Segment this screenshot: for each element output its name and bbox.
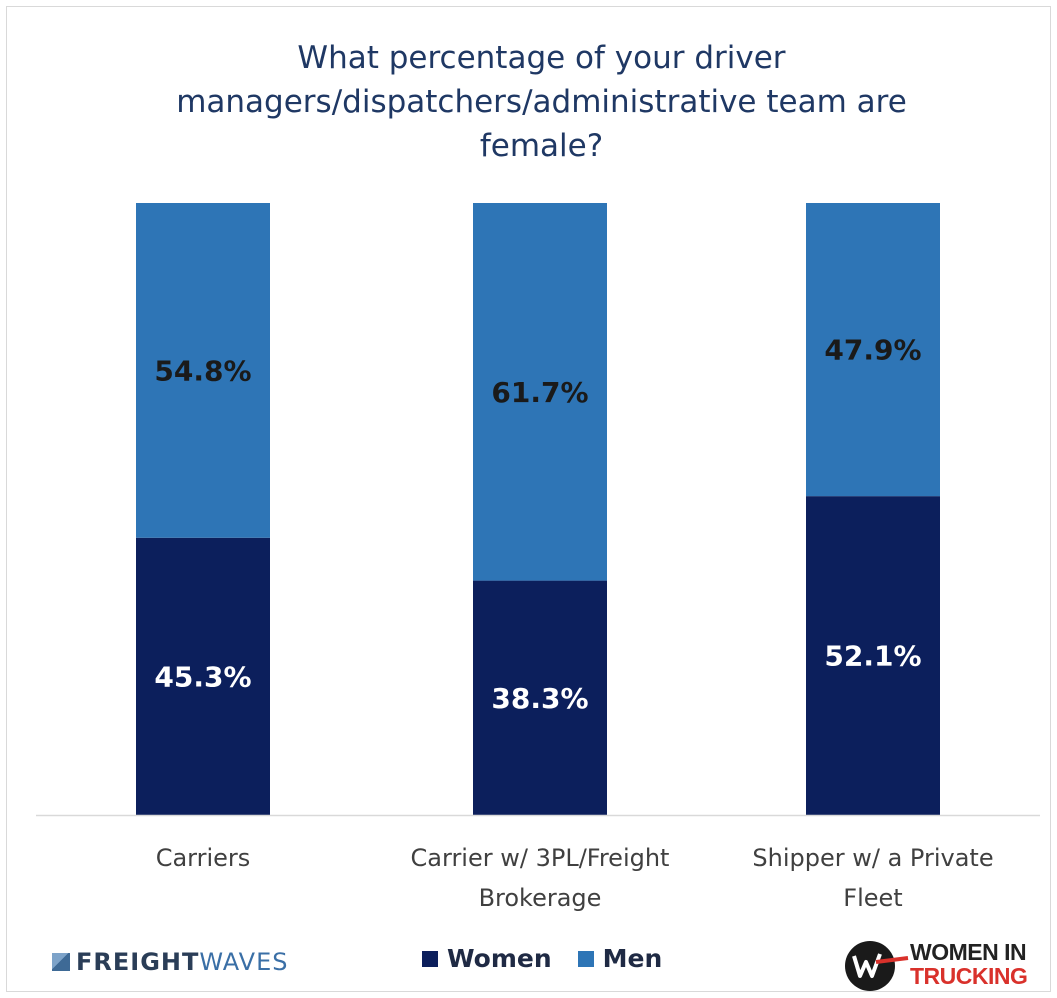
legend-swatch-men xyxy=(577,950,594,967)
wit-logo-line-2: TRUCKING xyxy=(910,963,1028,989)
freightwaves-logo: FREIGHT WAVES xyxy=(52,948,288,976)
category-label-1-line-1: Carriers xyxy=(156,844,251,872)
legend-swatch-women xyxy=(422,950,438,967)
wit-logo-line-1: WOMEN IN xyxy=(910,939,1027,965)
title-line-1: What percentage of your driver xyxy=(297,40,786,76)
bar-men-2 xyxy=(473,203,607,581)
data-label-men-2: 61.7% xyxy=(491,376,588,409)
freightwaves-logo-text-1: FREIGHT xyxy=(76,948,200,976)
chart-frame xyxy=(6,6,1051,992)
data-label-women-2: 38.3% xyxy=(491,682,588,715)
title-line-3: female? xyxy=(479,128,604,164)
freightwaves-mark-icon xyxy=(52,953,70,971)
women-in-trucking-logo: WOMEN IN TRUCKING xyxy=(838,936,1054,994)
data-label-men-1: 54.8% xyxy=(154,354,251,387)
wit-monogram-icon xyxy=(845,941,909,991)
bar-men-3 xyxy=(806,203,940,497)
chart-title: What percentage of your driver managers/… xyxy=(0,36,1057,168)
legend: Women Men xyxy=(422,944,688,973)
bar-women-1 xyxy=(136,537,270,815)
category-label-3-line-2: Fleet xyxy=(843,884,902,912)
data-label-women-3: 52.1% xyxy=(824,640,921,673)
data-label-men-3: 47.9% xyxy=(824,334,921,367)
legend-label-women: Women xyxy=(447,944,552,973)
legend-item-men: Men xyxy=(577,944,663,973)
legend-item-women: Women xyxy=(422,944,552,973)
bar-men-1 xyxy=(136,203,270,538)
bar-women-3 xyxy=(806,496,940,815)
title-line-2: managers/dispatchers/administrative team… xyxy=(176,84,907,120)
data-label-women-1: 45.3% xyxy=(154,660,251,693)
category-label-2-line-2: Brokerage xyxy=(479,884,602,912)
legend-label-men: Men xyxy=(602,944,663,973)
category-label-3-line-1: Shipper w/ a Private xyxy=(752,844,993,872)
category-label-2-line-1: Carrier w/ 3PL/Freight xyxy=(411,844,670,872)
freightwaves-logo-text-2: WAVES xyxy=(199,948,289,976)
stacked-bar-chart: 45.3% 54.8% Carriers 38.3% 61.7% Carrier w/ 3… xyxy=(36,203,1040,912)
bar-women-2 xyxy=(473,580,607,815)
